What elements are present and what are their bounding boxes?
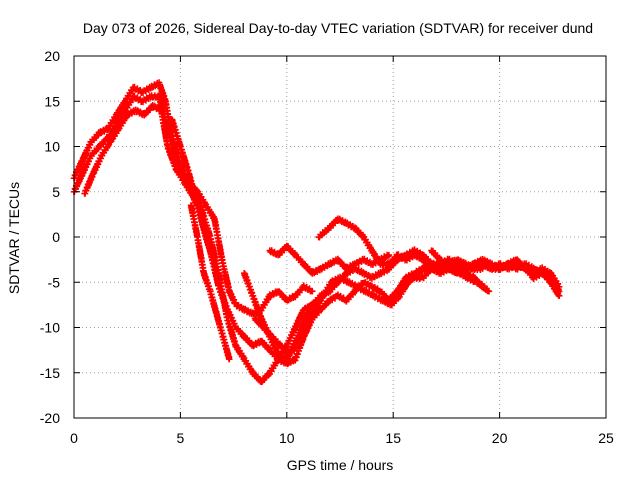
x-tick-label: 5	[177, 430, 185, 446]
y-tick-label: -5	[48, 274, 61, 290]
series-markers-arc-4	[168, 116, 224, 286]
series-markers-arc-8	[266, 242, 393, 277]
y-tick-label: 5	[52, 184, 60, 200]
series-arc-5	[187, 202, 233, 363]
x-tick-label: 0	[70, 430, 78, 446]
y-tick-label: 20	[44, 48, 60, 64]
series-markers-arc-5	[187, 202, 233, 363]
series-arc-8	[266, 242, 393, 277]
x-tick-label: 10	[279, 430, 295, 446]
series-markers-arc-11	[428, 247, 563, 295]
series-arc-11	[428, 247, 563, 295]
x-tick-label: 20	[492, 430, 508, 446]
y-tick-label: -15	[40, 365, 60, 381]
data-series	[70, 79, 563, 386]
ticks: 0 5 10 15 20 25 -20 -15 -10 -5 0 5 10 15 20	[40, 48, 614, 446]
y-tick-label: 10	[44, 139, 60, 155]
y-tick-label: 15	[44, 93, 60, 109]
y-tick-label: -10	[40, 320, 60, 336]
y-tick-label: 0	[52, 229, 60, 245]
x-tick-label: 25	[598, 430, 614, 446]
y-tick-label: -20	[40, 410, 60, 426]
x-axis-label: GPS time / hours	[287, 457, 394, 473]
x-tick-label: 15	[385, 430, 401, 446]
series-arc-4	[168, 116, 224, 286]
chart-title: Day 073 of 2026, Sidereal Day-to-day VTE…	[83, 20, 593, 36]
y-axis-label: SDTVAR / TECUs	[6, 182, 22, 294]
